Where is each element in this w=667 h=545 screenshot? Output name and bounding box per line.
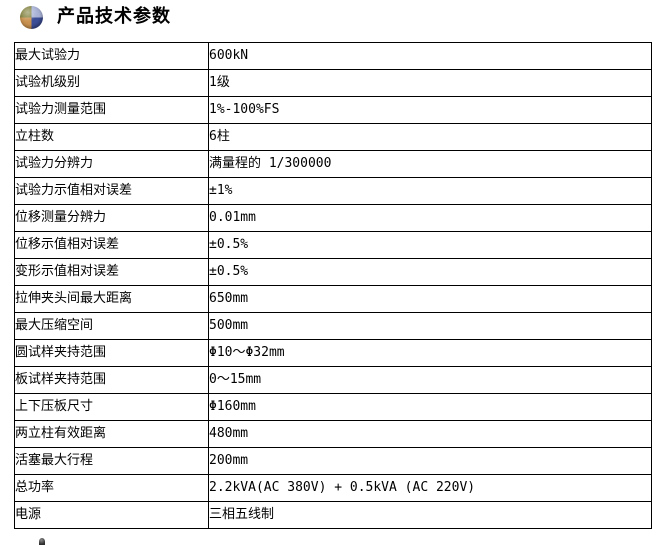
table-row: 上下压板尺寸 Φ160mm — [14, 393, 652, 421]
section-header: 产品技术参数 — [20, 5, 171, 29]
spec-table-body: 最大试验力 600kN 试验机级别 1级 试验力测量范围 1%-100%FS 立… — [14, 42, 652, 529]
table-row: 试验机级别 1级 — [14, 69, 652, 97]
spec-label: 位移示值相对误差 — [14, 231, 209, 259]
spec-label: 立柱数 — [14, 123, 209, 151]
spec-value: 600kN — [208, 42, 652, 70]
spec-label: 试验力示值相对误差 — [14, 177, 209, 205]
table-row: 试验力示值相对误差 ±1% — [14, 177, 652, 205]
table-row: 位移测量分辨力 0.01mm — [14, 204, 652, 232]
spec-value: 6柱 — [208, 123, 652, 151]
spec-label: 总功率 — [14, 474, 209, 502]
spec-label: 试验机级别 — [14, 69, 209, 97]
spec-label: 活塞最大行程 — [14, 447, 209, 475]
table-row: 最大试验力 600kN — [14, 42, 652, 70]
spec-label: 电源 — [14, 501, 209, 529]
spec-label: 位移测量分辨力 — [14, 204, 209, 232]
table-row: 变形示值相对误差 ±0.5% — [14, 258, 652, 286]
spec-label: 最大试验力 — [14, 42, 209, 70]
spec-value: 650mm — [208, 285, 652, 313]
spec-label: 圆试样夹持范围 — [14, 339, 209, 367]
spec-label: 板试样夹持范围 — [14, 366, 209, 394]
next-section-bullet-fragment — [39, 538, 45, 545]
table-row: 电源 三相五线制 — [14, 501, 652, 529]
table-row: 试验力测量范围 1%-100%FS — [14, 96, 652, 124]
table-row: 试验力分辨力 满量程的 1/300000 — [14, 150, 652, 178]
table-row: 总功率 2.2kVA(AC 380V) + 0.5kVA (AC 220V) — [14, 474, 652, 502]
spec-label: 拉伸夹头间最大距离 — [14, 285, 209, 313]
table-row: 最大压缩空间 500mm — [14, 312, 652, 340]
table-row: 拉伸夹头间最大距离 650mm — [14, 285, 652, 313]
spec-value: 500mm — [208, 312, 652, 340]
spec-value: Φ160mm — [208, 393, 652, 421]
spec-value: 200mm — [208, 447, 652, 475]
spec-value: ±0.5% — [208, 231, 652, 259]
spec-value: 1%-100%FS — [208, 96, 652, 124]
spec-value: Φ10～Φ32mm — [208, 339, 652, 367]
spec-table: 最大试验力 600kN 试验机级别 1级 试验力测量范围 1%-100%FS 立… — [14, 42, 652, 529]
spec-label: 试验力分辨力 — [14, 150, 209, 178]
page-title: 产品技术参数 — [57, 6, 171, 27]
spec-label: 试验力测量范围 — [14, 96, 209, 124]
spec-value: 三相五线制 — [208, 501, 652, 529]
table-row: 两立柱有效距离 480mm — [14, 420, 652, 448]
spec-value: 1级 — [208, 69, 652, 97]
spec-label: 上下压板尺寸 — [14, 393, 209, 421]
spec-label: 最大压缩空间 — [14, 312, 209, 340]
spec-label: 变形示值相对误差 — [14, 258, 209, 286]
table-row: 板试样夹持范围 0～15mm — [14, 366, 652, 394]
spec-value: 480mm — [208, 420, 652, 448]
spec-value: 0.01mm — [208, 204, 652, 232]
table-row: 活塞最大行程 200mm — [14, 447, 652, 475]
spec-value: ±1% — [208, 177, 652, 205]
spec-label: 两立柱有效距离 — [14, 420, 209, 448]
spec-value: 2.2kVA(AC 380V) + 0.5kVA (AC 220V) — [208, 474, 652, 502]
spec-value: ±0.5% — [208, 258, 652, 286]
sphere-quadrant-icon — [20, 5, 43, 29]
table-row: 圆试样夹持范围 Φ10～Φ32mm — [14, 339, 652, 367]
spec-value: 满量程的 1/300000 — [208, 150, 652, 178]
table-row: 位移示值相对误差 ±0.5% — [14, 231, 652, 259]
spec-value: 0～15mm — [208, 366, 652, 394]
table-row: 立柱数 6柱 — [14, 123, 652, 151]
